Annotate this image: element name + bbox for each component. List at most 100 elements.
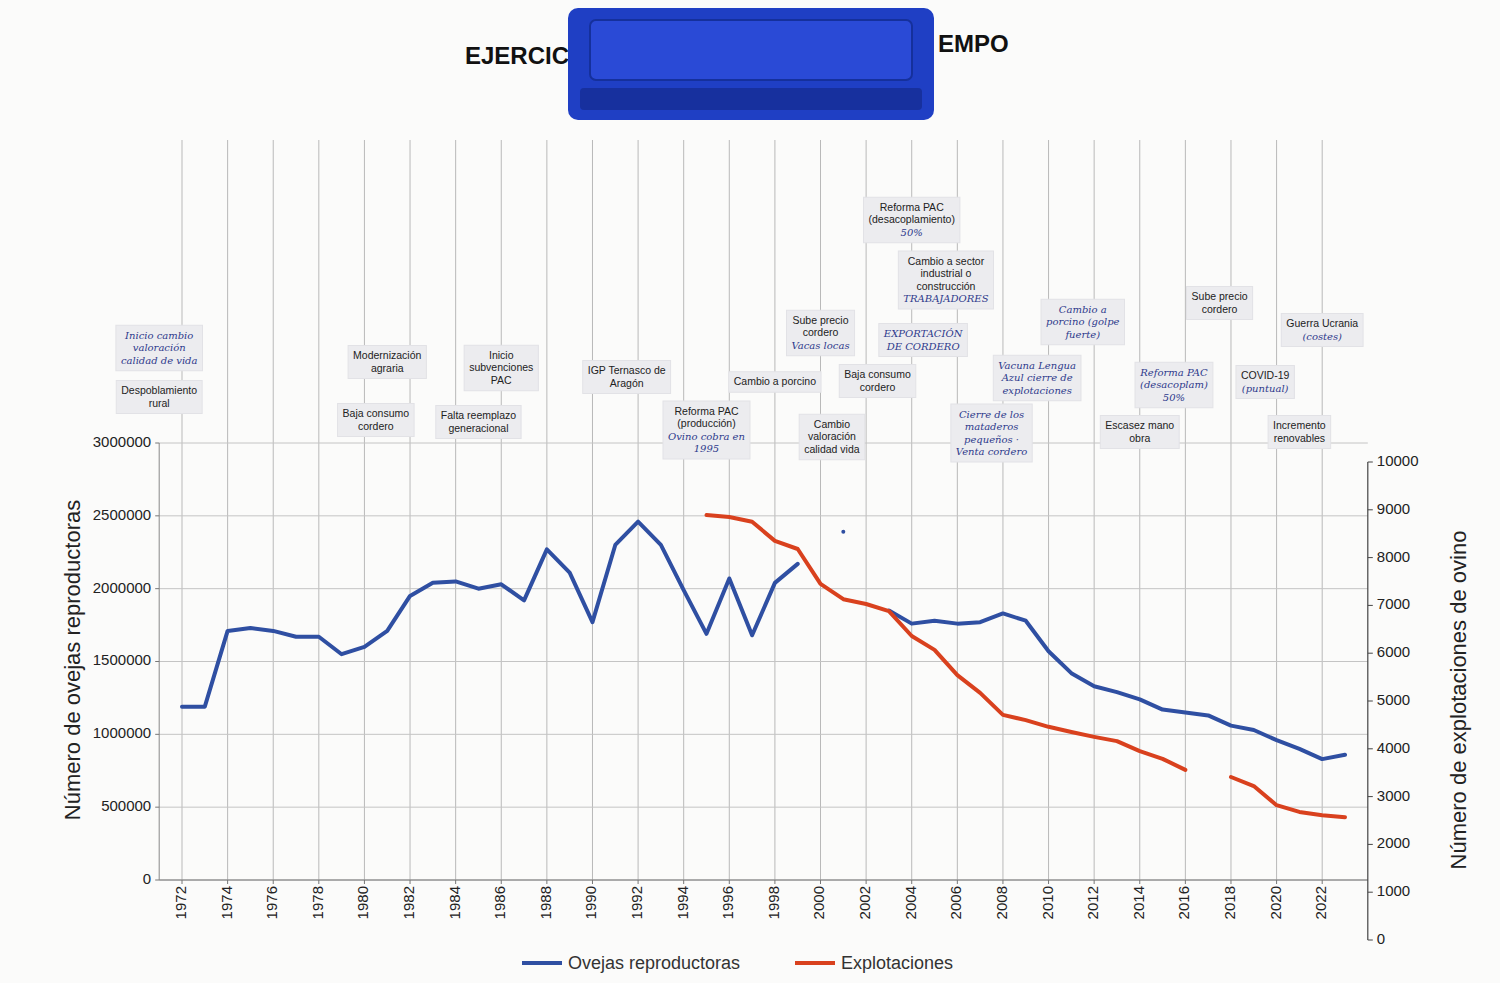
annotation: Guerra Ucrania (costes) [1281,314,1363,347]
x-axis-line [159,880,1368,881]
annotation-line: Cambio a [1059,304,1107,315]
x-grid-line [592,140,593,880]
y-tick-label: 2500000 [93,506,151,523]
note-box [879,324,968,357]
note-box [464,345,538,391]
annotation-text: Sube preciocordero [792,314,848,339]
x-grid-line [455,140,456,880]
x-grid-line [1230,140,1231,880]
annotation-text: Reforma PAC(desacoplamiento) [869,201,955,226]
x-grid-line [1094,140,1095,880]
annotation-line: Azul cierre de [1001,372,1073,383]
y2-tick-label: 10000 [1377,452,1419,469]
y-grid-line [159,807,1368,808]
annotation-line: industrial o [921,267,972,279]
x-grid-line [729,140,730,880]
annotation-text: Cambio a porcino [734,375,816,387]
annotation: COVID-19 (puntual) [1236,366,1294,399]
annotation: Baja consumocordero [338,404,415,437]
x-tick [182,880,183,884]
x-tick-label: 2004 [902,886,919,919]
annotation: Sube preciocorderoVacas locas [786,310,854,356]
x-grid-line [1276,140,1277,880]
annotation: Reforma PAC(desacoplam)50% [1135,362,1213,408]
x-tick [227,880,228,884]
x-grid-line [1002,140,1003,880]
y2-tick [1368,701,1373,702]
y2-tick-label: 2000 [1377,834,1410,851]
annotation-line: (desacoplam) [1140,379,1208,390]
annotation: IGP Ternasco deAragón [583,361,671,394]
note-box [799,414,864,460]
annotation-line: 50% [901,227,923,238]
y2-tick-label: 1000 [1377,882,1410,899]
y-tick [155,588,159,589]
annotation-note: Reforma PAC(desacoplam)50% [1139,367,1208,403]
annotation: Cambio a porcino [729,372,821,393]
note-box [583,361,671,394]
x-tick [820,880,821,884]
y2-tick-label: 4000 [1377,739,1410,756]
annotation: Reforma PAC(desacoplamiento)50% [864,197,960,243]
x-tick [1276,880,1277,884]
annotation-line: rural [149,397,170,409]
annotation-text: Sube preciocordero [1192,290,1248,315]
annotation-line: cordero [358,420,394,432]
x-grid-line [1048,140,1049,880]
annotation-line: Cambio [814,418,850,430]
note-box [1268,416,1331,449]
x-tick-label: 2012 [1084,886,1101,919]
annotation: Cambiovaloracióncalidad vida [799,414,864,460]
y2-tick-label: 3000 [1377,787,1410,804]
annotation-text: IGP Ternasco deAragón [588,364,666,389]
x-grid-line [273,140,274,880]
annotation-text: Baja consumocordero [343,407,410,432]
annotation-text: Incrementorenovables [1273,419,1326,444]
x-grid-line [638,140,639,880]
y2-tick [1368,940,1373,941]
legend-swatch [522,961,562,965]
annotation-line: COVID-19 [1241,369,1290,381]
x-tick [410,880,411,884]
x-grid-line [866,140,867,880]
annotation-text: IniciosubvencionesPAC [469,349,533,386]
y2-tick-label: 9000 [1377,500,1410,517]
annotation-line: Vacas locas [791,340,849,351]
x-tick-label: 1988 [537,886,554,919]
annotation-text: Despoblamientorural [121,384,197,409]
note-box [436,406,521,439]
annotation-line: (producción) [677,417,735,429]
annotation-line: DE CORDERO [886,341,960,352]
note-box [1100,416,1179,449]
annotation: Cambio aporcino (golpefuerte) [1041,299,1124,345]
y2-axis-title: Número de explotaciones de ovino [1446,531,1471,870]
y2-tick [1368,509,1373,510]
note-box [951,404,1032,462]
annotation-line: Reforma PAC [880,201,944,213]
annotation-line: subvenciones [469,361,533,373]
annotation-line: Despoblamiento [121,384,197,396]
x-tick-label: 1972 [172,886,189,919]
annotation-line: (puntual) [1242,383,1289,394]
annotation-line: Inicio cambio [124,330,193,341]
annotation-text: Cambiovaloracióncalidad vida [804,418,860,455]
annotation-line: explotaciones [1002,385,1071,396]
note-box [729,372,821,393]
annotation-line: obra [1129,432,1150,444]
annotation-line: Baja consumo [343,407,410,419]
annotation-text: Guerra Ucrania [1286,317,1358,329]
x-tick-label: 1986 [491,886,508,919]
x-tick [1002,880,1003,884]
title-part: EMPO [938,30,1009,57]
annotation-line: pequeños · [964,434,1019,445]
annotation-note: 50% [901,227,923,238]
y2-tick [1368,605,1373,606]
y-tick-label: 3000000 [93,433,151,450]
x-tick [957,880,958,884]
annotation-text: COVID-19 [1241,369,1290,381]
annotation-line: (costes) [1302,331,1342,342]
x-tick [546,880,547,884]
note-box [993,355,1081,401]
x-tick-label: 2002 [856,886,873,919]
note-box [1041,299,1124,345]
